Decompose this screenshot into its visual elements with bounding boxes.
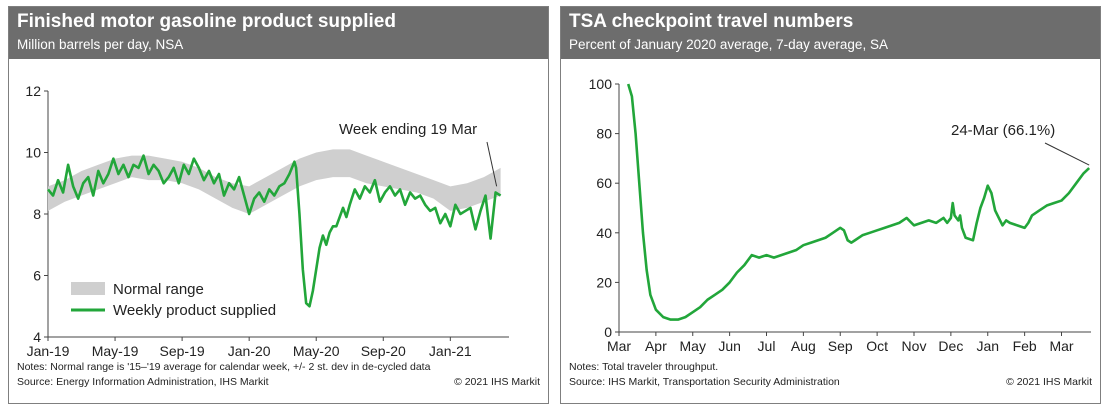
x-tick-label: Feb: [1013, 338, 1037, 354]
x-tick-label: Dec: [938, 338, 963, 354]
tsa-chart-plot: 0 20 40 60 80 100 Mar Apr May Jun Jul Aug Sep Oct Nov D…: [589, 76, 1091, 354]
tsa-chart-panel: TSA checkpoint travel numbers Percent of…: [560, 6, 1101, 404]
annotation-leader: [1044, 142, 1090, 166]
chart-notes: Notes: Normal range is '15–'19 average f…: [17, 361, 431, 373]
x-tick-label: Mar: [1049, 338, 1073, 354]
legend-label-normal-range: Normal range: [113, 281, 204, 298]
x-tick-label: Jul: [758, 338, 776, 354]
chart-source: Source: IHS Markit, Transportation Secur…: [569, 376, 840, 388]
normal-range-band: [48, 149, 501, 214]
chart-copyright: © 2021 IHS Markit: [1006, 376, 1092, 388]
chart-copyright: © 2021 IHS Markit: [454, 376, 540, 388]
chart-source: Source: Energy Information Administratio…: [17, 376, 269, 388]
annotation-label: 24-Mar (66.1%): [951, 122, 1055, 139]
legend-swatch-normal-range: [71, 282, 105, 295]
y-tick-label: 4: [33, 329, 41, 345]
x-tick-label: Oct: [866, 338, 888, 354]
x-tick-label: Jan-19: [27, 343, 70, 359]
chart-header: TSA checkpoint travel numbers Percent of…: [561, 7, 1100, 59]
x-tick-label: May: [680, 338, 706, 354]
y-tick-label: 80: [596, 126, 612, 142]
x-tick-label: Jun: [718, 338, 741, 354]
y-tick-label: 12: [25, 83, 41, 99]
y-tick-label: 0: [604, 324, 612, 340]
x-tick-label: May-19: [92, 343, 139, 359]
x-tick-label: Sep-19: [160, 343, 205, 359]
y-tick-label: 40: [596, 225, 612, 241]
tsa-travel-line: [626, 83, 1091, 321]
chart-subtitle: Percent of January 2020 average, 7-day a…: [569, 37, 888, 52]
y-tick-label: 6: [33, 268, 41, 284]
gasoline-chart-panel: Finished motor gasoline product supplied…: [8, 6, 549, 404]
annotation-label: Week ending 19 Mar: [339, 121, 477, 138]
annotation-leader: [486, 141, 498, 187]
gasoline-chart-plot: 4 6 8 10 12 Jan-19 May-19 Sep-19 Jan-20 May-20 Sep…: [25, 83, 509, 359]
chart-header: Finished motor gasoline product supplied…: [9, 7, 548, 59]
x-tick-label: Apr: [645, 338, 667, 354]
chart-title: Finished motor gasoline product supplied: [17, 11, 396, 32]
y-tick-label: 100: [589, 76, 613, 92]
chart-title: TSA checkpoint travel numbers: [569, 11, 854, 32]
y-tick-label: 8: [33, 206, 41, 222]
chart-subtitle: Million barrels per day, NSA: [17, 37, 184, 52]
x-tick-label: Mar: [607, 338, 631, 354]
legend-label-weekly: Weekly product supplied: [113, 302, 276, 319]
x-tick-label: Nov: [902, 338, 927, 354]
y-tick-label: 10: [25, 145, 41, 161]
x-tick-label: Jan-21: [429, 343, 472, 359]
x-tick-label: Sep: [828, 338, 853, 354]
y-tick-label: 60: [596, 175, 612, 191]
x-tick-label: Jan: [976, 338, 999, 354]
y-tick-label: 20: [596, 274, 612, 290]
x-tick-label: Sep-20: [361, 343, 406, 359]
x-tick-label: May-20: [293, 343, 340, 359]
x-tick-label: Jan-20: [228, 343, 271, 359]
x-tick-label: Aug: [791, 338, 816, 354]
weekly-product-supplied-line: [46, 154, 502, 308]
chart-notes: Notes: Total traveler throughput.: [569, 361, 719, 373]
